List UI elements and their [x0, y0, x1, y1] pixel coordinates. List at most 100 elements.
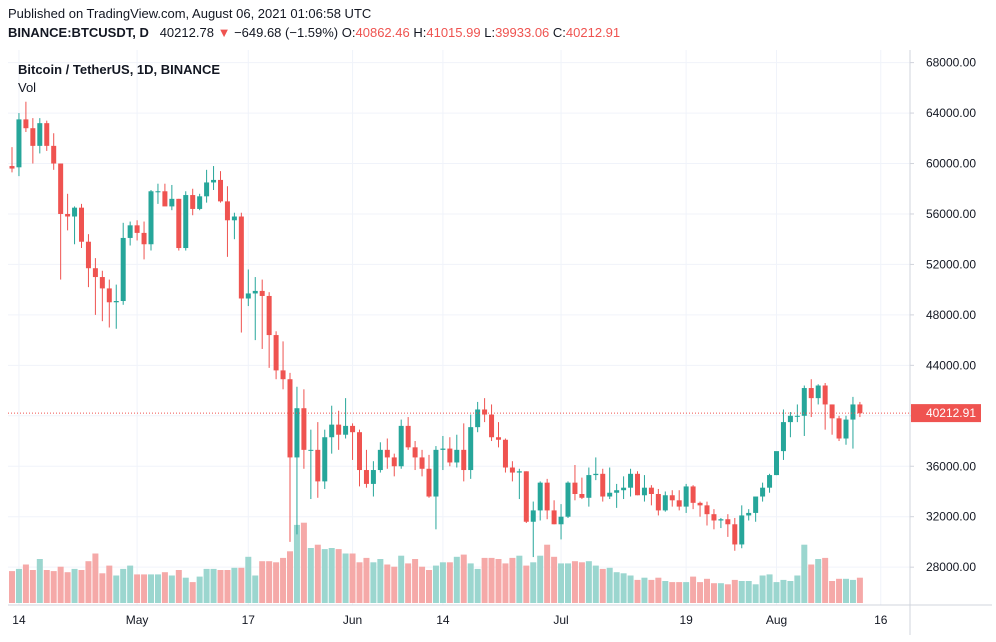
candle-body	[51, 145, 57, 164]
candle-body	[391, 457, 397, 467]
candle-body	[676, 500, 682, 507]
volume-bar	[627, 575, 634, 603]
volume-bar	[759, 575, 766, 603]
volume-bar	[210, 568, 217, 603]
volume-bar	[217, 570, 224, 603]
change-value: −649.68 (−1.59%)	[234, 25, 339, 40]
volume-bar	[363, 557, 370, 603]
candle-body	[162, 191, 168, 207]
candle-body	[169, 198, 175, 207]
candle-body	[141, 232, 147, 245]
published-line: Published on TradingView.com, August 06,…	[8, 6, 372, 21]
candle-body	[843, 419, 849, 439]
volume-bar	[843, 578, 849, 603]
time-tick-label: Aug	[766, 613, 787, 627]
last-price-badge	[911, 404, 981, 423]
volume-bar	[634, 579, 641, 603]
volume-bar	[356, 562, 363, 603]
volume-bar	[502, 563, 509, 603]
candle-body	[704, 505, 710, 515]
volume-bar	[530, 562, 537, 603]
volume-bar	[669, 582, 676, 603]
candle-body	[614, 490, 620, 493]
candle-body	[245, 293, 251, 299]
close-label: C:	[552, 25, 566, 40]
volume-bar	[509, 557, 516, 603]
volume-bar	[252, 575, 259, 603]
volume-bar	[287, 551, 293, 603]
candle-body	[516, 471, 522, 473]
time-tick-label: 17	[242, 613, 256, 627]
volume-bar	[203, 568, 210, 603]
candle-body	[301, 408, 307, 450]
volume-bar	[85, 561, 92, 603]
volume-bar	[731, 579, 738, 603]
volume-bar	[64, 572, 71, 603]
volume-bar	[9, 571, 15, 603]
candle-body	[72, 207, 78, 217]
symbol-label[interactable]: BINANCE:BTCUSDT, D	[8, 25, 149, 40]
candle-body	[662, 495, 668, 511]
candle-body	[183, 195, 189, 249]
price-tick-label: 44000.00	[926, 358, 976, 372]
candle-body	[99, 277, 105, 289]
candle-body	[607, 492, 613, 497]
candle-body	[336, 424, 342, 435]
volume-bar	[321, 549, 328, 603]
volume-bar	[120, 568, 127, 603]
candle-body	[377, 449, 383, 471]
candle-body	[44, 123, 50, 146]
volume-bar	[419, 566, 426, 603]
candle-body	[690, 486, 696, 503]
volume-bar	[328, 548, 335, 603]
volume-bar	[377, 559, 384, 603]
candle-body	[357, 432, 362, 471]
volume-bar	[446, 562, 453, 603]
volume-bar	[578, 562, 585, 603]
last-price-value: 40212.78	[159, 25, 214, 40]
volume-bar	[766, 574, 773, 603]
candle-body	[509, 467, 515, 473]
volume-bar	[752, 584, 759, 603]
candle-body	[363, 470, 369, 484]
candle-body	[350, 425, 356, 433]
candle-body	[482, 409, 488, 415]
candle-body	[259, 290, 265, 296]
candle-body	[669, 495, 675, 501]
candle-body	[787, 415, 793, 423]
volume-bar	[391, 566, 398, 603]
ohlc-line: BINANCE:BTCUSDT, D 40212.78 ▼ −649.68 (−…	[8, 25, 620, 40]
volume-bar	[801, 544, 808, 603]
candle-body	[106, 288, 112, 303]
price-tick-label: 48000.00	[926, 308, 976, 322]
candle-body	[739, 515, 745, 545]
candle-body	[273, 335, 279, 371]
volume-bar	[161, 572, 168, 603]
volume-bar	[175, 570, 182, 603]
time-tick-label: May	[126, 613, 149, 627]
candle-body	[426, 468, 432, 497]
candle-body	[37, 123, 43, 146]
volume-bar	[384, 564, 391, 603]
volume-bar	[676, 582, 683, 603]
volume-bar	[113, 575, 120, 603]
volume-bar	[127, 565, 134, 603]
volume-bar	[182, 577, 189, 603]
candle-body	[266, 295, 272, 336]
volume-bar	[516, 555, 523, 603]
candle-body	[412, 447, 418, 458]
candle-body	[440, 448, 446, 450]
volume-bar	[412, 559, 419, 603]
volume-bar	[245, 556, 252, 603]
volume-bar	[78, 570, 85, 603]
volume-bar	[106, 565, 113, 603]
candle-body	[287, 379, 293, 458]
volume-bar	[405, 563, 412, 603]
volume-bar	[565, 563, 571, 603]
candle-body	[586, 475, 592, 498]
candle-body	[148, 191, 154, 245]
candle-body	[79, 207, 84, 242]
volume-bar	[57, 566, 64, 603]
candle-body	[760, 487, 766, 497]
